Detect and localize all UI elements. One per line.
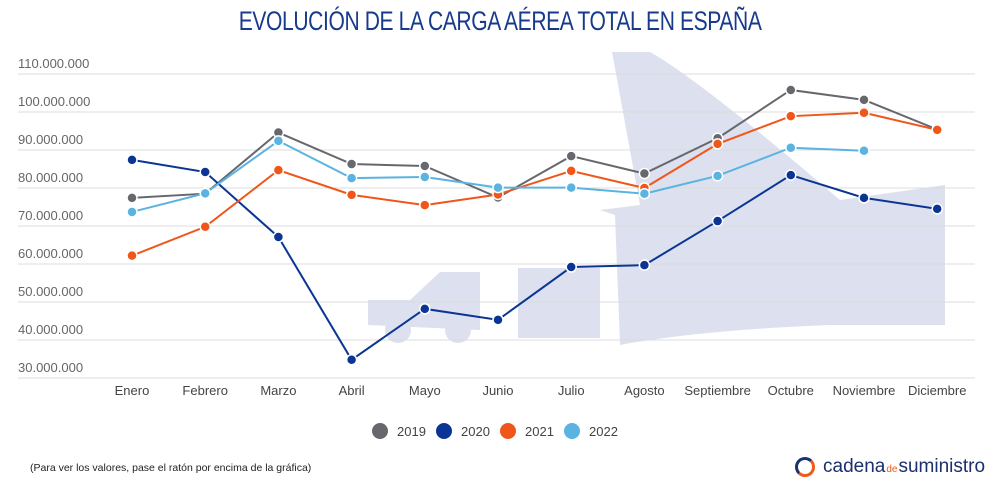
data-point[interactable] [565, 261, 577, 273]
data-point[interactable] [638, 167, 651, 180]
data-point[interactable] [858, 107, 870, 119]
data-point[interactable] [345, 189, 358, 201]
data-point[interactable] [345, 354, 358, 366]
x-tick-label: Agosto [624, 383, 664, 398]
series-line-2020 [131, 158, 938, 362]
data-point[interactable] [785, 169, 797, 181]
data-point[interactable] [858, 192, 870, 204]
logo-arrows-icon [795, 457, 815, 477]
data-point[interactable] [419, 160, 431, 172]
data-point[interactable] [565, 150, 577, 162]
y-tick-label: 50.000.000 [18, 284, 83, 299]
data-point[interactable] [272, 231, 285, 243]
data-point[interactable] [931, 203, 943, 215]
y-tick-label: 30.000.000 [18, 360, 83, 375]
data-point[interactable] [858, 145, 870, 157]
data-point[interactable] [199, 166, 211, 178]
brand-logo[interactable]: cadena de suministro [795, 456, 985, 478]
legend-marker-2022[interactable] [564, 423, 580, 439]
series-line-2019 [131, 88, 938, 199]
legend-marker-2019[interactable] [372, 423, 388, 439]
series-2021 [126, 107, 943, 262]
data-point[interactable] [565, 165, 577, 177]
data-point[interactable] [419, 303, 431, 315]
x-tick-label: Diciembre [908, 383, 967, 398]
data-point[interactable] [638, 187, 651, 200]
series-2020 [126, 154, 943, 366]
y-tick-label: 110.000.000 [18, 56, 89, 71]
y-tick-label: 100.000.000 [18, 94, 90, 109]
x-tick-label: Febrero [182, 383, 228, 398]
data-point[interactable] [785, 84, 797, 96]
data-point[interactable] [858, 94, 870, 106]
series-line-2021 [131, 111, 938, 257]
y-tick-label: 60.000.000 [18, 246, 83, 261]
x-tick-label: Marzo [260, 383, 296, 398]
logo-text-end: suministro [898, 456, 986, 477]
legend-label-2022[interactable]: 2022 [589, 424, 618, 439]
background-illustration [368, 52, 945, 345]
x-tick-label: Enero [115, 383, 150, 398]
x-tick-label: Octubre [768, 383, 814, 398]
data-point[interactable] [419, 199, 431, 211]
data-point[interactable] [126, 154, 138, 166]
logo-text-de: de [886, 464, 898, 475]
data-point[interactable] [199, 187, 211, 200]
data-point[interactable] [345, 158, 358, 170]
data-point[interactable] [565, 181, 577, 194]
data-point[interactable] [126, 192, 138, 204]
data-point[interactable] [419, 171, 431, 183]
data-point[interactable] [126, 249, 138, 262]
y-tick-label: 70.000.000 [18, 208, 83, 223]
chart-title-text: EVOLUCIÓN DE LA CARGA AÉREA TOTAL EN ESP… [238, 6, 762, 36]
data-point[interactable] [345, 172, 358, 184]
y-tick-label: 80.000.000 [18, 170, 83, 185]
legend-marker-2020[interactable] [436, 423, 452, 439]
legend-marker-2021[interactable] [500, 423, 516, 439]
data-point[interactable] [785, 141, 797, 154]
data-point[interactable] [272, 164, 285, 176]
logo-text-main: cadena [823, 456, 886, 477]
legend-label-2020[interactable]: 2020 [461, 424, 490, 439]
hover-note: (Para ver los valores, pase el ratón por… [30, 462, 312, 474]
x-tick-label: Abril [339, 383, 365, 398]
data-point[interactable] [711, 215, 724, 227]
x-tick-label: Junio [482, 383, 513, 398]
chart-title: EVOLUCIÓN DE LA CARGA AÉREA TOTAL EN ESP… [0, 6, 1000, 37]
x-tick-label: Mayo [409, 383, 441, 398]
x-tick-label: Septiembre [684, 383, 750, 398]
data-point[interactable] [711, 138, 724, 150]
series-2022 [126, 135, 870, 218]
data-point[interactable] [199, 221, 211, 233]
data-point[interactable] [638, 259, 651, 271]
legend-label-2019[interactable]: 2019 [397, 424, 426, 439]
x-tick-label: Julio [558, 383, 585, 398]
y-tick-label: 90.000.000 [18, 132, 83, 147]
data-point[interactable] [126, 206, 138, 218]
data-point[interactable] [785, 110, 797, 122]
data-point[interactable] [711, 170, 724, 182]
data-point[interactable] [492, 181, 504, 194]
data-point[interactable] [492, 314, 504, 326]
data-point[interactable] [931, 124, 943, 136]
data-point[interactable] [272, 135, 285, 147]
legend-label-2021[interactable]: 2021 [525, 424, 554, 439]
x-tick-label: Noviembre [833, 383, 896, 398]
y-tick-label: 40.000.000 [18, 322, 83, 337]
